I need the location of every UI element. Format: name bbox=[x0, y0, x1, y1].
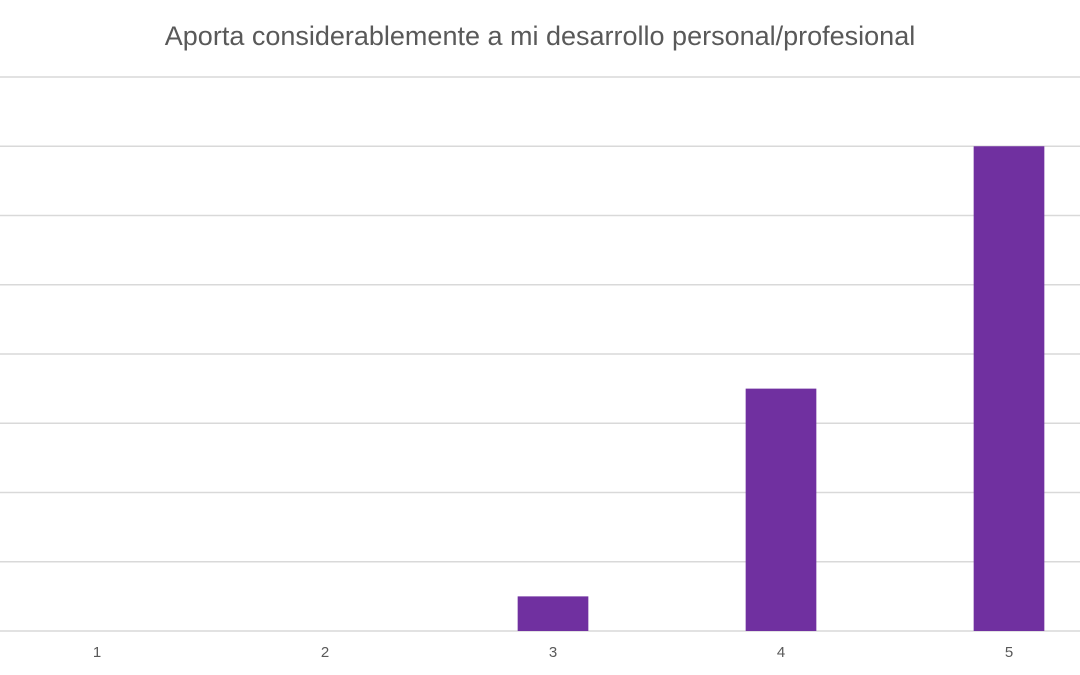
bar bbox=[973, 146, 1045, 631]
x-tick-label: 1 bbox=[93, 644, 101, 661]
x-tick-label: 5 bbox=[1005, 644, 1013, 661]
bar bbox=[745, 388, 817, 631]
x-tick-label: 4 bbox=[777, 644, 785, 661]
x-tick-label: 3 bbox=[549, 644, 557, 661]
chart-title: Aporta considerablemente a mi desarrollo… bbox=[165, 21, 915, 51]
x-tick-label: 2 bbox=[321, 644, 329, 661]
bar bbox=[517, 596, 589, 631]
